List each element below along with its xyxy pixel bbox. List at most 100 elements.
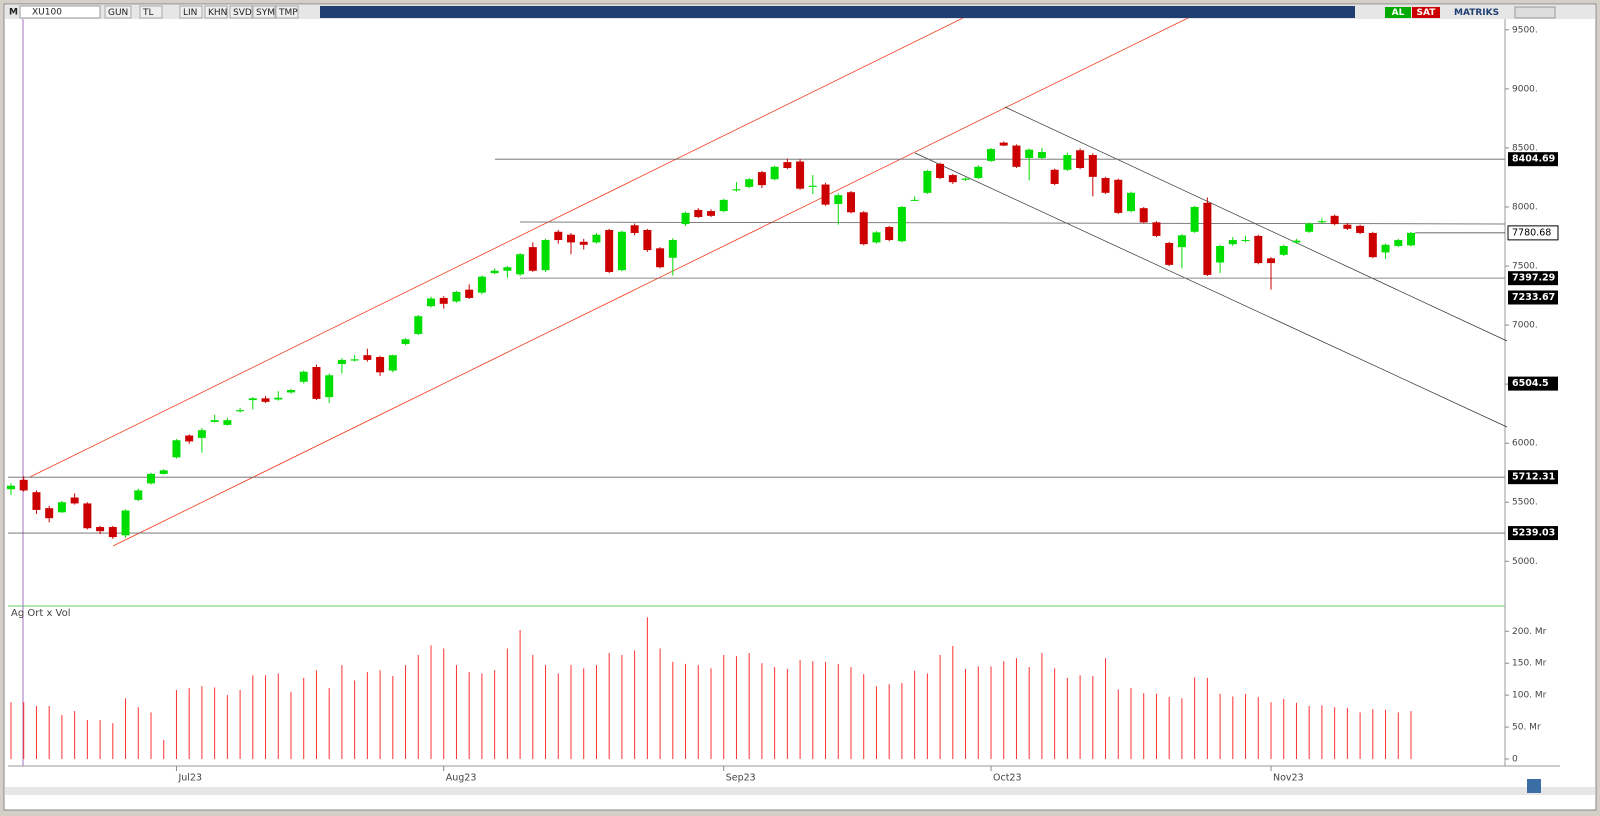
candle-body xyxy=(859,212,868,245)
candle-body xyxy=(1407,232,1415,246)
candle-body xyxy=(834,195,843,205)
volume-bar xyxy=(1130,688,1132,759)
candle-body xyxy=(45,508,54,519)
toolbar-button[interactable] xyxy=(229,5,253,19)
level-label: 7233.67 xyxy=(1512,292,1555,303)
toolbar-button-label[interactable]: TMP xyxy=(278,8,298,18)
volume-bar xyxy=(188,688,190,759)
last-price-box xyxy=(1507,225,1559,241)
candle-body xyxy=(427,298,435,307)
candle-body xyxy=(1101,178,1110,193)
toolbar-button-label[interactable]: LIN xyxy=(183,8,197,18)
volume-bar xyxy=(61,714,63,759)
candle-body xyxy=(261,398,270,402)
volume-bar xyxy=(965,668,967,759)
volume-bar xyxy=(1206,677,1208,759)
toolbar-button-label[interactable]: GUN xyxy=(108,8,128,18)
volume-bar xyxy=(1003,661,1005,759)
volume-bar xyxy=(837,663,839,759)
toolbar-button-label[interactable]: TL xyxy=(142,8,154,18)
candle-body xyxy=(477,276,486,293)
candle-body xyxy=(452,292,461,302)
toolbar-button-label[interactable]: SVD xyxy=(233,8,252,18)
volume-bar xyxy=(646,617,648,759)
volume-bar xyxy=(1359,712,1361,759)
refresh-button[interactable] xyxy=(1527,779,1541,793)
volume-bar xyxy=(1232,696,1234,759)
volume-bar xyxy=(252,675,254,759)
candle-body xyxy=(579,241,588,245)
level-label: 6504.5 xyxy=(1512,378,1549,389)
candle-body xyxy=(528,247,537,271)
toolbar-button[interactable] xyxy=(252,5,276,19)
candle-body xyxy=(401,339,410,344)
candle-body xyxy=(974,166,983,179)
toolbar-button-label[interactable]: KHN xyxy=(208,8,227,18)
candle-body xyxy=(732,189,741,191)
level-label: 7397.29 xyxy=(1512,273,1555,284)
symbol[interactable]: XU100 xyxy=(32,8,62,18)
volume-bar xyxy=(99,720,101,759)
candle-body xyxy=(1025,149,1034,158)
toolbar-button[interactable] xyxy=(204,5,228,19)
buy-button[interactable] xyxy=(1385,7,1411,18)
toolbar-button-label[interactable]: SYM xyxy=(256,8,275,18)
volume-bar xyxy=(392,675,394,759)
volume-bar xyxy=(328,688,330,759)
candle-body xyxy=(885,227,894,241)
menu[interactable]: M xyxy=(9,8,18,18)
volume-bar xyxy=(634,650,636,759)
volume-bar xyxy=(379,670,381,759)
window-controls[interactable] xyxy=(1514,6,1556,19)
candle-body xyxy=(1177,235,1186,248)
candle-body xyxy=(147,473,155,484)
sell-button[interactable] xyxy=(1412,7,1440,18)
volume-bar xyxy=(137,707,139,759)
candle-body xyxy=(57,502,66,513)
volume-bar xyxy=(201,686,203,759)
channel-upper xyxy=(29,17,964,478)
candle-body xyxy=(414,316,423,334)
candle-body xyxy=(1368,232,1377,258)
candle-body xyxy=(605,230,614,272)
toolbar-button[interactable] xyxy=(275,5,299,19)
scrollbar[interactable] xyxy=(5,787,1595,795)
symbol-box[interactable] xyxy=(19,5,101,19)
sell-label[interactable]: SAT xyxy=(1417,8,1437,18)
candle-body xyxy=(872,232,881,243)
candle-body xyxy=(108,527,117,538)
candle-body xyxy=(1063,155,1072,170)
y-tick-label: 100. Mr xyxy=(1512,691,1547,701)
volume-bar xyxy=(990,666,992,759)
down-trend-upper xyxy=(1004,106,1508,342)
candle-body xyxy=(159,470,168,474)
pane-title: Ag Ort x Vol xyxy=(11,608,71,619)
candle-body xyxy=(19,479,28,491)
candle-body xyxy=(236,410,245,412)
candle-body xyxy=(1228,240,1237,245)
candle-body xyxy=(7,485,15,490)
buy-label[interactable]: AL xyxy=(1392,8,1405,18)
toolbar-button[interactable] xyxy=(104,5,132,19)
volume-bar xyxy=(315,670,317,759)
toolbar-button[interactable] xyxy=(179,5,203,19)
candle-body xyxy=(325,375,334,398)
y-tick-label: 7000. xyxy=(1512,321,1538,331)
candle-body xyxy=(1356,225,1365,233)
volume-bar xyxy=(863,674,865,759)
volume-bar xyxy=(1385,709,1387,759)
candle-body xyxy=(910,199,919,201)
volume-bar xyxy=(1346,707,1348,759)
volume-bar xyxy=(112,723,114,759)
candle-body xyxy=(656,248,665,268)
candle-body xyxy=(1152,222,1161,236)
candle-body xyxy=(694,209,703,218)
y-tick-label: 8500. xyxy=(1512,143,1538,153)
candle-body xyxy=(210,420,219,422)
toolbar-button[interactable] xyxy=(139,5,163,19)
volume-bar xyxy=(277,673,279,759)
volume-bar xyxy=(86,720,88,759)
candle-body xyxy=(1381,244,1390,253)
volume-bar xyxy=(659,648,661,759)
channel-lower xyxy=(112,17,1189,547)
